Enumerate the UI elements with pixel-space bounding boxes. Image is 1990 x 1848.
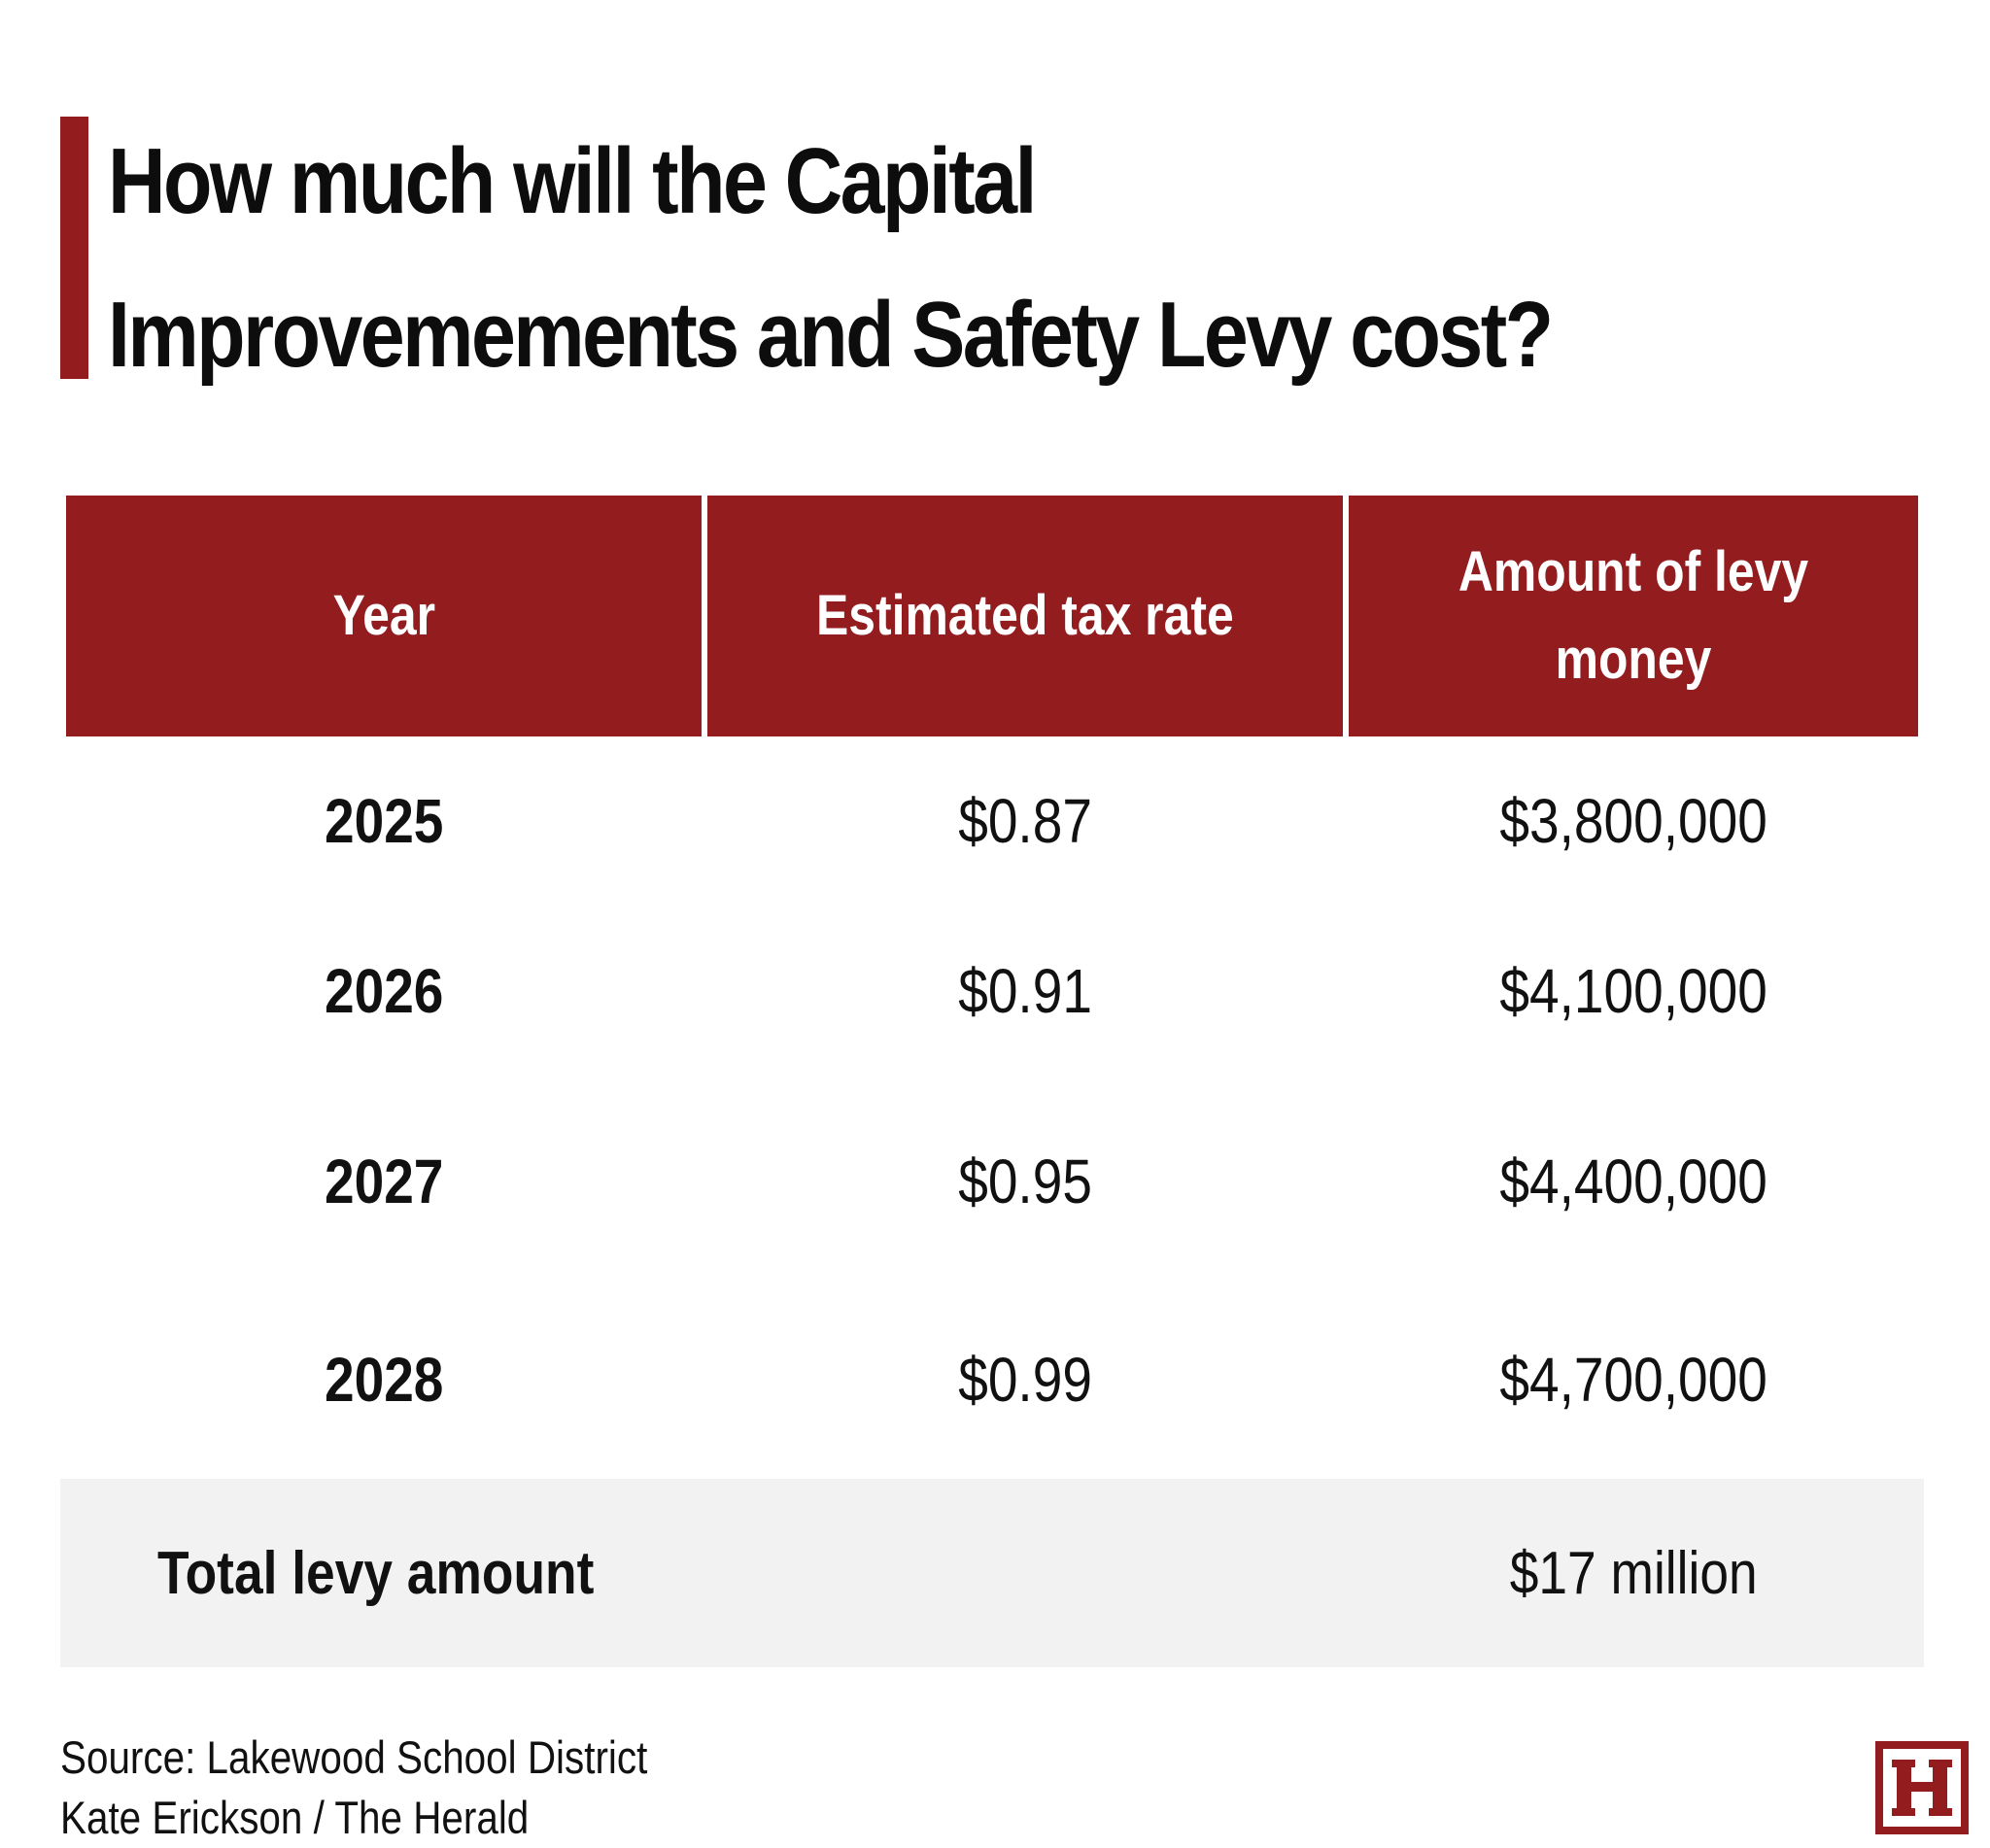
year-value: 2027 bbox=[324, 1146, 444, 1216]
tax-rate-cell: $0.95 bbox=[707, 1123, 1343, 1240]
herald-h-icon bbox=[1892, 1760, 1952, 1816]
year-value: 2025 bbox=[324, 786, 444, 856]
herald-h-logo-icon bbox=[1883, 1749, 1961, 1827]
title-accent-bar bbox=[60, 117, 88, 379]
table-row: 2025 $0.87 $3,800,000 bbox=[60, 763, 1924, 879]
header-levy-amount: Amount of levy money bbox=[1349, 496, 1918, 736]
levy-table: Year Estimated tax rate Amount of levy m… bbox=[60, 496, 1924, 1667]
year-cell: 2025 bbox=[66, 763, 702, 879]
page-title: How much will the Capital Improvemements… bbox=[108, 129, 1554, 387]
total-row: Total levy amount $17 million bbox=[60, 1479, 1924, 1667]
year-cell: 2028 bbox=[66, 1321, 702, 1438]
levy-amount-cell: $4,100,000 bbox=[1349, 933, 1918, 1049]
year-cell: 2027 bbox=[66, 1123, 702, 1240]
table-row: 2026 $0.91 $4,100,000 bbox=[60, 933, 1924, 1049]
levy-amount-cell: $4,700,000 bbox=[1349, 1321, 1918, 1438]
year-value: 2026 bbox=[324, 956, 444, 1026]
tax-rate-value: $0.91 bbox=[958, 956, 1092, 1026]
year-value: 2028 bbox=[324, 1345, 444, 1415]
levy-amount-value: $4,400,000 bbox=[1499, 1146, 1767, 1216]
tax-rate-value: $0.95 bbox=[958, 1146, 1092, 1216]
total-label-cell: Total levy amount bbox=[157, 1479, 666, 1667]
header-year: Year bbox=[66, 496, 702, 736]
tax-rate-value: $0.87 bbox=[958, 786, 1092, 856]
tax-rate-cell: $0.99 bbox=[707, 1321, 1343, 1438]
header-year-label: Year bbox=[332, 584, 435, 647]
total-value-cell: $17 million bbox=[1349, 1479, 1918, 1667]
year-cell: 2026 bbox=[66, 933, 702, 1049]
levy-amount-cell: $3,800,000 bbox=[1349, 763, 1918, 879]
header-levy-amount-label: Amount of levy money bbox=[1458, 540, 1809, 691]
header-tax-rate-label: Estimated tax rate bbox=[816, 584, 1234, 647]
header-tax-rate: Estimated tax rate bbox=[707, 496, 1343, 736]
levy-amount-value: $4,100,000 bbox=[1499, 956, 1767, 1026]
tax-rate-cell: $0.87 bbox=[707, 763, 1343, 879]
credit-line: Kate Erickson / The Herald bbox=[60, 1792, 530, 1843]
levy-amount-value: $4,700,000 bbox=[1499, 1345, 1767, 1415]
source-line: Source: Lakewood School District bbox=[60, 1731, 648, 1783]
levy-amount-cell: $4,400,000 bbox=[1349, 1123, 1918, 1240]
total-value: $17 million bbox=[1509, 1539, 1758, 1607]
herald-logo bbox=[1875, 1741, 1969, 1834]
total-label: Total levy amount bbox=[157, 1539, 595, 1607]
tax-rate-value: $0.99 bbox=[958, 1345, 1092, 1415]
source-credit: Source: Lakewood School District Kate Er… bbox=[60, 1728, 935, 1848]
tax-rate-cell: $0.91 bbox=[707, 933, 1343, 1049]
table-row: 2027 $0.95 $4,400,000 bbox=[60, 1123, 1924, 1240]
table-row: 2028 $0.99 $4,700,000 bbox=[60, 1321, 1924, 1438]
levy-amount-value: $3,800,000 bbox=[1499, 786, 1767, 856]
